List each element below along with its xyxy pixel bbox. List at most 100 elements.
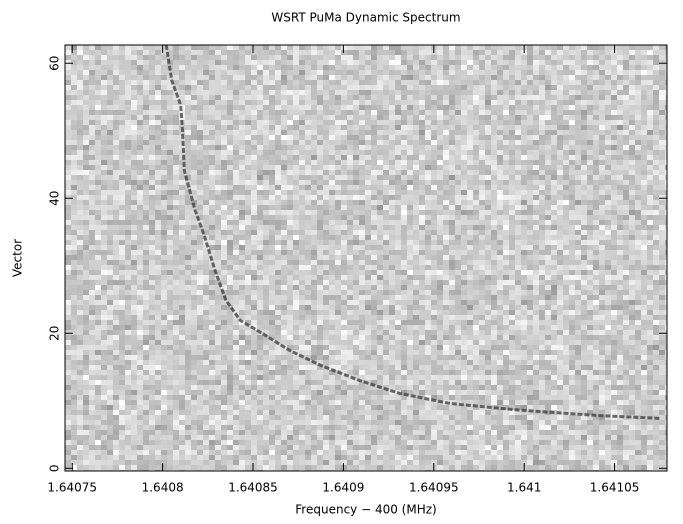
noise-cell <box>239 210 245 215</box>
noise-cell <box>407 45 413 50</box>
noise-cell <box>641 185 647 190</box>
noise-cell <box>341 150 347 155</box>
noise-cell <box>461 135 467 140</box>
noise-cell <box>455 280 461 285</box>
noise-cell <box>317 285 323 290</box>
noise-cell <box>323 150 329 155</box>
noise-cell <box>113 260 119 265</box>
noise-cell <box>335 110 341 115</box>
noise-cell <box>299 265 305 270</box>
noise-cell <box>623 115 629 120</box>
noise-cell <box>227 60 233 65</box>
noise-cell <box>383 75 389 80</box>
noise-cell <box>395 85 401 90</box>
noise-cell <box>77 100 83 105</box>
noise-cell <box>269 45 275 50</box>
noise-cell <box>377 260 383 265</box>
noise-cell <box>269 60 275 65</box>
noise-cell <box>575 185 581 190</box>
noise-cell <box>395 260 401 265</box>
noise-cell <box>221 245 227 250</box>
noise-cell <box>371 240 377 245</box>
noise-cell <box>395 215 401 220</box>
noise-cell <box>563 270 569 275</box>
noise-cell <box>659 240 665 245</box>
noise-cell <box>203 130 209 135</box>
noise-cell <box>347 130 353 135</box>
noise-cell <box>293 275 299 280</box>
noise-cell <box>623 245 629 250</box>
noise-cell <box>137 250 143 255</box>
noise-cell <box>551 160 557 165</box>
noise-cell <box>647 205 653 210</box>
noise-cell <box>353 100 359 105</box>
noise-cell <box>533 260 539 265</box>
noise-cell <box>233 180 239 185</box>
noise-cell <box>77 160 83 165</box>
noise-cell <box>521 255 527 260</box>
noise-cell <box>359 235 365 240</box>
noise-cell <box>353 155 359 160</box>
noise-cell <box>395 195 401 200</box>
noise-cell <box>527 135 533 140</box>
noise-cell <box>155 130 161 135</box>
noise-cell <box>101 235 107 240</box>
noise-cell <box>371 190 377 195</box>
noise-cell <box>449 125 455 130</box>
noise-cell <box>317 200 323 205</box>
noise-cell <box>95 250 101 255</box>
noise-cell <box>191 155 197 160</box>
noise-cell <box>485 275 491 280</box>
noise-cell <box>527 280 533 285</box>
noise-cell <box>635 125 641 130</box>
noise-cell <box>593 195 599 200</box>
noise-cell <box>413 265 419 270</box>
noise-cell <box>221 135 227 140</box>
noise-cell <box>629 170 635 175</box>
noise-cell <box>71 275 77 280</box>
noise-cell <box>605 165 611 170</box>
noise-cell <box>143 115 149 120</box>
noise-cell <box>293 175 299 180</box>
noise-cell <box>491 210 497 215</box>
noise-cell <box>419 280 425 285</box>
noise-cell <box>599 190 605 195</box>
noise-cell <box>359 120 365 125</box>
noise-cell <box>347 60 353 65</box>
noise-cell <box>95 50 101 55</box>
noise-cell <box>149 115 155 120</box>
noise-cell <box>131 260 137 265</box>
noise-cell <box>317 190 323 195</box>
noise-cell <box>365 230 371 235</box>
noise-cell <box>251 65 257 70</box>
noise-cell <box>605 210 611 215</box>
noise-cell <box>233 245 239 250</box>
noise-cell <box>197 60 203 65</box>
noise-cell <box>149 70 155 75</box>
noise-cell <box>551 90 557 95</box>
noise-cell <box>335 170 341 175</box>
noise-cell <box>629 230 635 235</box>
noise-cell <box>593 85 599 90</box>
noise-cell <box>515 45 521 50</box>
noise-cell <box>533 200 539 205</box>
noise-cell <box>551 140 557 145</box>
noise-cell <box>173 225 179 230</box>
noise-cell <box>389 235 395 240</box>
noise-cell <box>113 115 119 120</box>
noise-cell <box>467 180 473 185</box>
noise-cell <box>485 45 491 50</box>
noise-cell <box>563 235 569 240</box>
noise-cell <box>395 60 401 65</box>
noise-cell <box>341 280 347 285</box>
noise-cell <box>617 120 623 125</box>
noise-cell <box>269 125 275 130</box>
noise-cell <box>491 170 497 175</box>
noise-cell <box>113 45 119 50</box>
noise-cell <box>431 235 437 240</box>
noise-cell <box>149 280 155 285</box>
noise-cell <box>257 145 263 150</box>
noise-cell <box>89 165 95 170</box>
noise-cell <box>497 225 503 230</box>
noise-cell <box>461 280 467 285</box>
